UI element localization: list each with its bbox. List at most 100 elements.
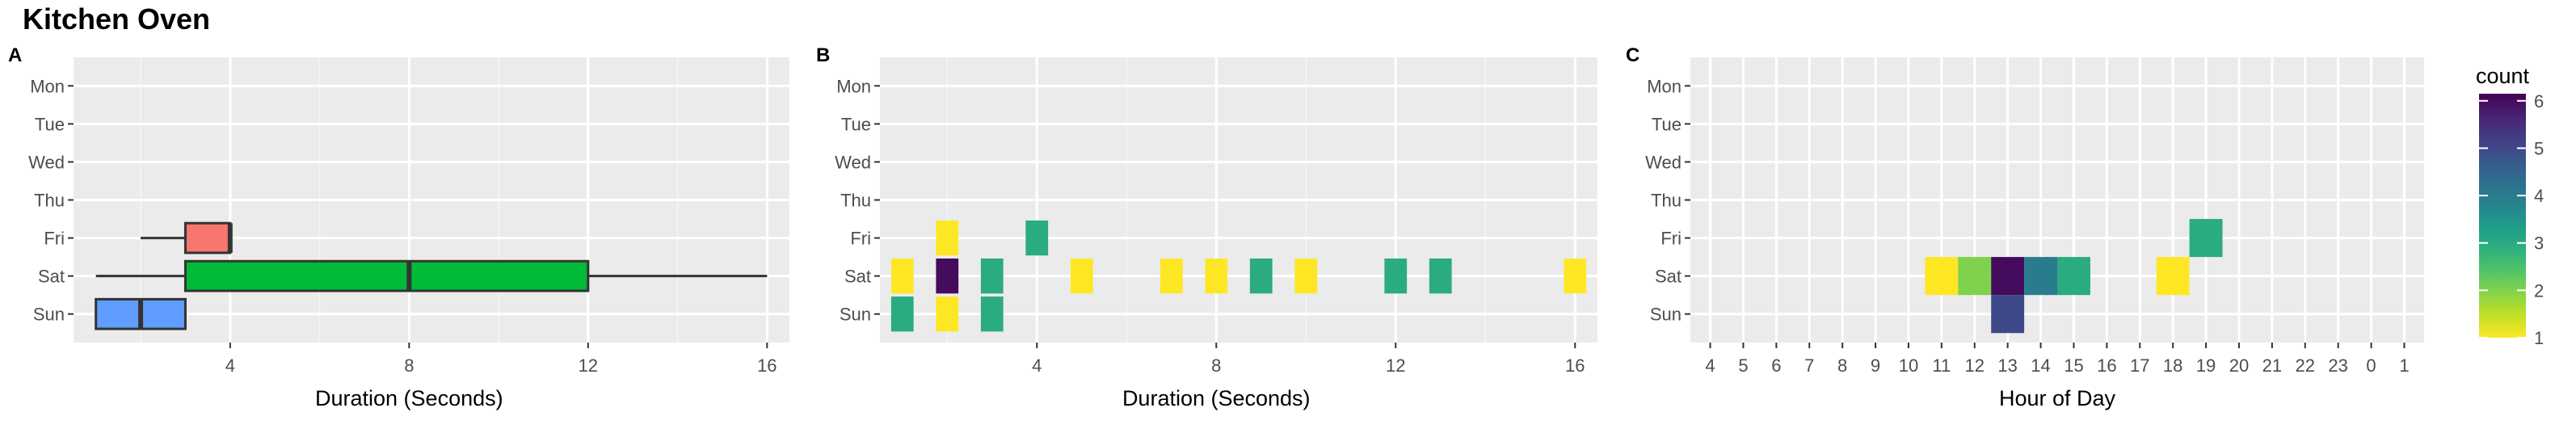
tile-fri-2: [936, 220, 959, 256]
tile-fri-4: [1025, 220, 1049, 256]
legend-tick-label: 3: [2534, 233, 2544, 254]
x-tick-label: 23: [2328, 355, 2347, 376]
legend-tick-label: 5: [2534, 138, 2544, 158]
x-tick-label: 0: [2366, 355, 2376, 376]
box-iqr: [183, 221, 232, 254]
y-tick-label-thu: Thu: [840, 191, 871, 211]
tile-sat-9: [1249, 258, 1273, 294]
x-tick-label: 16: [2097, 355, 2116, 376]
y-tick-label-fri: Fri: [1661, 229, 1682, 249]
x-tick-label: 5: [1738, 355, 1748, 376]
box-sat: [95, 259, 768, 292]
x-tick-label: 8: [404, 355, 414, 376]
tile-sat-8: [1205, 258, 1228, 294]
tile-sat-14: [2024, 257, 2057, 296]
x-axis-title: Hour of Day: [1999, 386, 2116, 410]
legend-tick-label: 2: [2534, 280, 2544, 301]
tile-sat-10: [1294, 258, 1318, 294]
x-tick-label: 4: [1032, 355, 1042, 376]
x-tick-label: 12: [1386, 355, 1405, 376]
y-tick-label-wed: Wed: [835, 152, 871, 172]
tile-fri-19: [2189, 219, 2223, 258]
x-axis-title: Duration (Seconds): [1122, 386, 1311, 410]
x-tick-label: 7: [1804, 355, 1814, 376]
tile-sun-3: [980, 297, 1004, 332]
tile-sun-2: [936, 297, 959, 332]
y-tick-label-sat: Sat: [1655, 267, 1682, 287]
x-tick-label: 14: [2031, 355, 2050, 376]
panel-b-duration-heatmap: B 4 8 12 16 Mon Tue Wed Thu Fri Sat Sun Duration (Se…: [816, 44, 1597, 410]
tile-sat-1: [890, 258, 914, 294]
figure-title: Kitchen Oven: [23, 2, 210, 36]
panel-tag: C: [1626, 44, 1639, 66]
x-tick-label: 10: [1899, 355, 1918, 376]
tile-sat-15: [2057, 257, 2090, 296]
y-tick-label-sun: Sun: [33, 305, 65, 325]
x-tick-label: 8: [1211, 355, 1221, 376]
y-tick-label-sun: Sun: [840, 305, 871, 325]
box-fri: [141, 221, 233, 254]
y-tick-label-mon: Mon: [836, 76, 871, 96]
x-axis-title: Duration (Seconds): [315, 386, 503, 410]
tile-sat-5: [1070, 258, 1093, 294]
tile-sat-11: [1925, 257, 1959, 296]
x-tick-label: 6: [1771, 355, 1781, 376]
x-tick-label: 9: [1871, 355, 1880, 376]
tile-sat-7: [1160, 258, 1183, 294]
x-tick-label: 11: [1932, 355, 1951, 376]
x-tick-label: 13: [1997, 355, 2017, 376]
y-tick-label-tue: Tue: [1652, 114, 1682, 134]
legend-tick-label: 1: [2534, 328, 2544, 348]
x-tick-label: 22: [2296, 355, 2315, 376]
x-tick-label: 16: [757, 355, 777, 376]
x-tick-label: 8: [1837, 355, 1847, 376]
tile-sat-2: [936, 258, 959, 294]
y-tick-label-thu: Thu: [1651, 191, 1682, 211]
tile-sat-16: [1564, 258, 1587, 294]
tile-sat-13: [1429, 258, 1452, 294]
box-sun: [95, 297, 187, 330]
y-tick-label-fri: Fri: [44, 229, 65, 249]
panel-tag: A: [8, 44, 22, 66]
y-tick-label-mon: Mon: [1647, 76, 1682, 96]
legend-title: count: [2476, 64, 2530, 88]
x-tick-label: 12: [579, 355, 598, 376]
y-tick-label-fri: Fri: [850, 229, 871, 249]
x-tick-label: 18: [2163, 355, 2182, 376]
y-tick-label-sun: Sun: [1650, 305, 1682, 325]
x-tick-label: 17: [2130, 355, 2149, 376]
y-tick-label-sat: Sat: [844, 267, 871, 287]
y-tick-label-thu: Thu: [34, 191, 65, 211]
tile-sat-3: [980, 258, 1004, 294]
y-tick-label-wed: Wed: [1645, 152, 1682, 172]
box-iqr: [183, 259, 590, 292]
panel-a-duration-boxplot: A 4 8 12 16 Mon Tue Wed Thu Fri Sat Sun Duration (Se…: [8, 44, 789, 410]
tile-sat-13: [1991, 257, 2025, 296]
x-tick-label: 15: [2064, 355, 2083, 376]
x-tick-label: 12: [1965, 355, 1985, 376]
tile-sat-12: [1384, 258, 1408, 294]
x-tick-label: 16: [1565, 355, 1585, 376]
x-tick-label: 4: [1705, 355, 1715, 376]
tile-sat-18: [2156, 257, 2190, 296]
x-tick-label: 4: [225, 355, 235, 376]
y-tick-label-wed: Wed: [28, 152, 65, 172]
legend-tick-label: 6: [2534, 91, 2544, 111]
panel-c-hour-heatmap: C 4 5 6 7 8 9 10 11 12 13 14 15 16 17 18 19 20 21 22 23 0 1 Mon…: [1626, 44, 2424, 410]
y-tick-label-mon: Mon: [30, 76, 65, 96]
tile-sat-12: [1958, 257, 1992, 296]
legend-colorbar: [2479, 94, 2526, 338]
tile-sun-1: [890, 297, 914, 332]
x-tick-label: 21: [2262, 355, 2282, 376]
y-tick-label-tue: Tue: [35, 114, 65, 134]
x-tick-label: 20: [2229, 355, 2249, 376]
y-tick-label-sat: Sat: [38, 267, 65, 287]
x-tick-label: 19: [2196, 355, 2216, 376]
x-tick-label: 1: [2399, 355, 2409, 376]
tile-sun-13: [1991, 295, 2025, 334]
y-tick-label-tue: Tue: [841, 114, 871, 134]
panel-tag: B: [816, 44, 830, 66]
legend-tick-label: 4: [2534, 186, 2544, 206]
